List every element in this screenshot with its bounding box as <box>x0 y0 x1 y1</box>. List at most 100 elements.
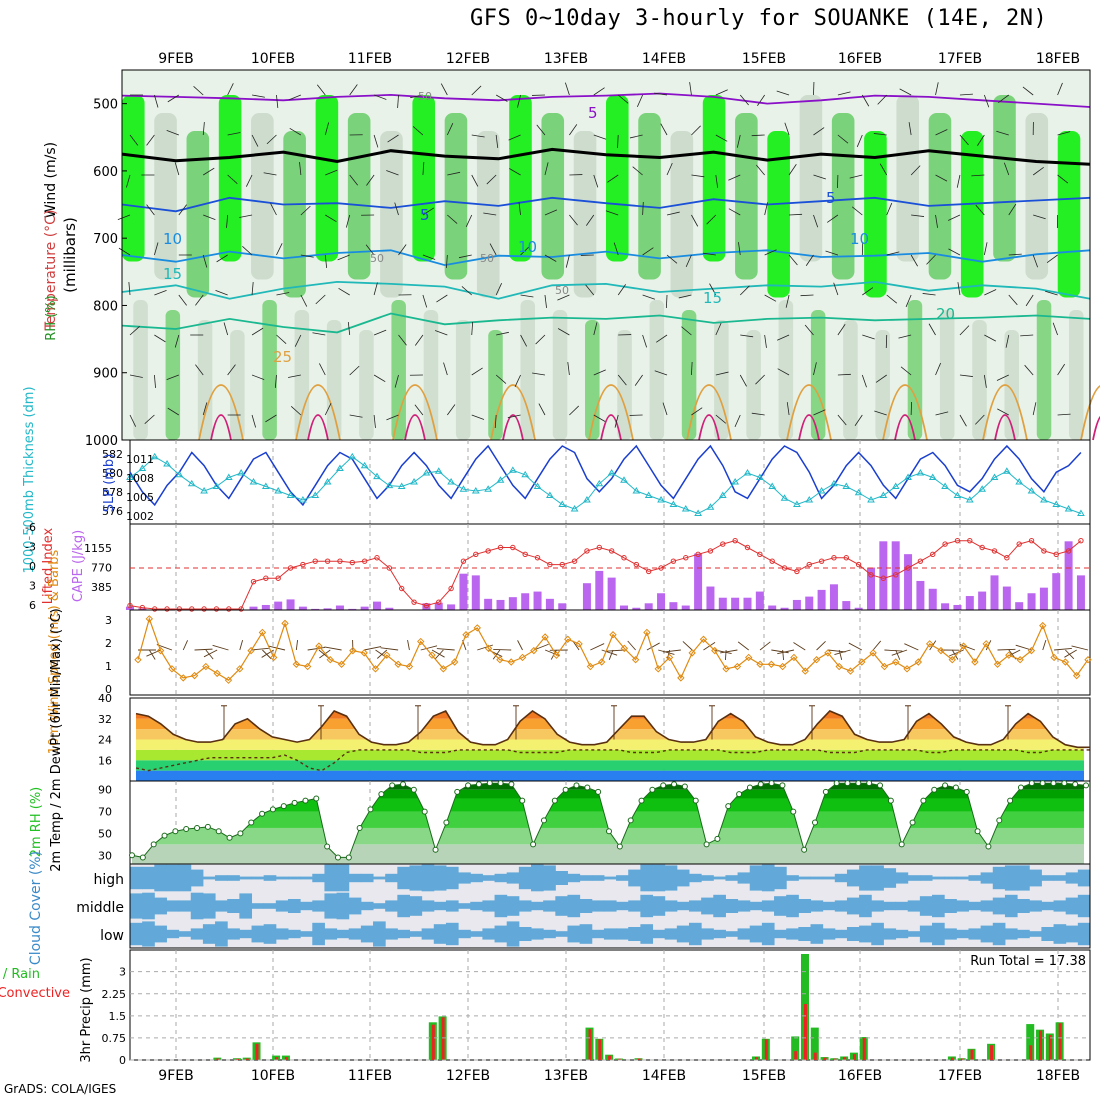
wind-barb <box>154 242 159 256</box>
wind-barb <box>276 292 290 296</box>
lifted-index-point <box>646 568 652 575</box>
wind-barb <box>617 94 629 104</box>
wind-barb <box>691 125 701 136</box>
wind-speed-point <box>349 646 357 655</box>
wind-barb <box>996 374 1009 381</box>
wind-barb-10m <box>891 649 908 656</box>
cloud-cell <box>968 928 982 940</box>
pressure-tick: 900 <box>93 367 118 382</box>
wind-barb <box>654 92 668 96</box>
wind-barb <box>605 210 619 216</box>
precip-convective-bar <box>608 1055 612 1060</box>
wind-barb <box>862 287 874 296</box>
bottom-date-label: 15FEB <box>742 1068 786 1084</box>
rh-point <box>248 819 255 826</box>
contour-label: 5 <box>420 206 430 224</box>
rh-band <box>230 330 245 440</box>
wind-barb <box>349 365 360 376</box>
cloud-cell <box>142 892 155 920</box>
cloud-cell <box>348 873 362 883</box>
thickness-point <box>842 482 851 489</box>
wind-barb <box>586 214 595 226</box>
cape-bar <box>496 599 505 610</box>
rh-point <box>801 846 808 853</box>
wind-barb <box>785 294 790 308</box>
cloud-cell <box>1077 894 1091 918</box>
wind-barb <box>557 328 570 336</box>
precip-convective-bar <box>255 1043 259 1060</box>
rh-point <box>259 810 266 817</box>
rh-band <box>1057 131 1081 298</box>
precip-legend-total: tal / Rain <box>0 967 40 982</box>
thickness-point <box>323 478 332 485</box>
wind-barb <box>935 214 938 228</box>
cloud-cell <box>287 876 301 880</box>
wind-barb <box>535 334 546 345</box>
lifted-index-point <box>485 548 491 554</box>
thickness-point <box>830 479 838 487</box>
cloud-cell <box>907 875 921 881</box>
rh-band <box>132 827 1084 845</box>
wind-barb <box>166 129 179 136</box>
cloud-cell <box>859 925 872 943</box>
wind-barb <box>324 254 328 268</box>
wind-barb <box>319 363 326 376</box>
cloud-cell <box>846 869 860 887</box>
wind-barb-10m <box>1071 645 1089 651</box>
cloud-cell <box>992 922 1006 946</box>
cape-bar <box>1002 586 1011 610</box>
wind-speed-point <box>507 658 515 666</box>
wind-barb <box>715 371 729 376</box>
wind-speed-point <box>846 667 855 675</box>
wind-barb <box>849 174 863 179</box>
wind-barb <box>607 174 619 183</box>
wind-barb <box>997 408 1009 416</box>
rh-band <box>972 320 987 440</box>
cloud-cell <box>458 872 471 884</box>
wind-barb <box>434 330 448 336</box>
cloud-cell <box>494 925 508 943</box>
wind-barb <box>629 134 643 139</box>
wind-barb <box>873 133 887 136</box>
rh-band <box>315 95 339 262</box>
cloud-cell <box>688 900 702 912</box>
wind-barb-10m <box>737 641 749 651</box>
wind-barb <box>715 414 727 424</box>
cloud-cell <box>348 897 362 915</box>
cloud-cell <box>178 931 192 937</box>
lifted-index-point <box>152 606 158 612</box>
wind-barb <box>998 94 1010 103</box>
cape-tick: 385 <box>91 581 112 594</box>
wind-barb <box>315 294 326 305</box>
lifted-index-point <box>905 565 911 571</box>
thickness-point <box>496 476 505 483</box>
wind-barb <box>129 134 139 146</box>
cloud-cell <box>409 931 423 937</box>
cloud-cell <box>300 931 313 937</box>
rh-band <box>423 310 439 440</box>
wind-barb <box>300 205 311 216</box>
lifted-index-point <box>720 541 726 547</box>
precip-convective-bar <box>960 1058 964 1060</box>
wind-barb <box>983 94 990 108</box>
cloud-cell <box>190 892 204 920</box>
thickness-point <box>422 469 431 476</box>
cloud-level-label: low <box>100 928 124 944</box>
thickness-point <box>397 482 406 489</box>
cape-bar <box>286 599 295 610</box>
rh-band <box>122 95 145 262</box>
cloud-cell <box>1017 929 1030 939</box>
wind-barb <box>862 334 875 340</box>
rh-band <box>681 310 697 440</box>
wind-speed-point <box>711 646 719 655</box>
lifted-index-point <box>411 599 417 605</box>
wind-barb <box>837 414 847 426</box>
rh-point <box>692 797 699 804</box>
wind-barb <box>146 134 155 146</box>
cloud-cell <box>166 864 180 892</box>
precip-total-bar <box>791 1036 800 1060</box>
cape-bar <box>521 593 530 610</box>
wind-barb <box>495 94 508 102</box>
cloud-cell <box>373 903 386 909</box>
cloud-level-label: high <box>93 872 124 888</box>
